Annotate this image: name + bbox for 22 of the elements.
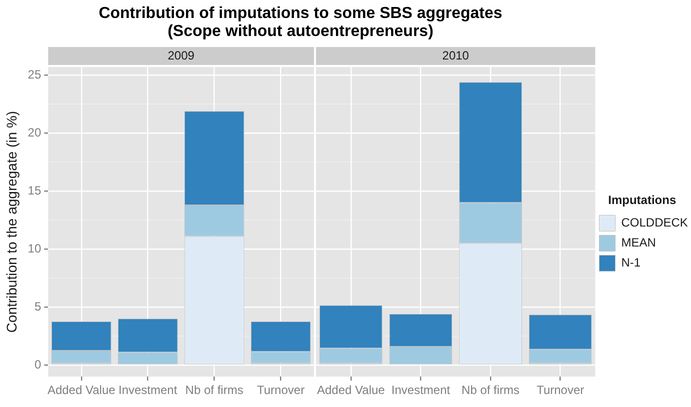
y-tick-label: 25 bbox=[28, 67, 42, 82]
legend-label: N-1 bbox=[621, 256, 641, 270]
y-tick-label: 5 bbox=[34, 299, 42, 314]
x-tick-label: Added Value bbox=[316, 383, 386, 398]
y-tick-label: 15 bbox=[28, 183, 42, 198]
x-tick-label: Nb of firms bbox=[462, 383, 520, 398]
x-tick-label: Nb of firms bbox=[185, 383, 244, 398]
x-tick-label: Investment bbox=[118, 383, 178, 398]
y-tick-label: 10 bbox=[28, 241, 42, 256]
y-tick-label: 20 bbox=[28, 125, 42, 140]
x-tick-label: Turnover bbox=[536, 383, 584, 398]
chart-subtitle: 2010 bbox=[442, 48, 470, 62]
x-tick-label: Investment bbox=[391, 383, 451, 398]
chart-subtitle: 2009 bbox=[168, 48, 195, 62]
legend-label: MEAN bbox=[621, 236, 656, 250]
x-tick-label: Turnover bbox=[256, 383, 305, 398]
legend-label: COLDDECK bbox=[621, 216, 688, 230]
y-tick-label: 0 bbox=[34, 357, 42, 372]
x-tick-label: Added Value bbox=[47, 383, 116, 398]
legend-title: Imputations bbox=[608, 193, 676, 208]
y-axis-title: Contribution to the aggregate (in %) bbox=[3, 110, 20, 333]
chart-title: Contribution of imputations to some SBS aggregates (Scope without autoentrepreneurs) bbox=[98, 4, 504, 42]
